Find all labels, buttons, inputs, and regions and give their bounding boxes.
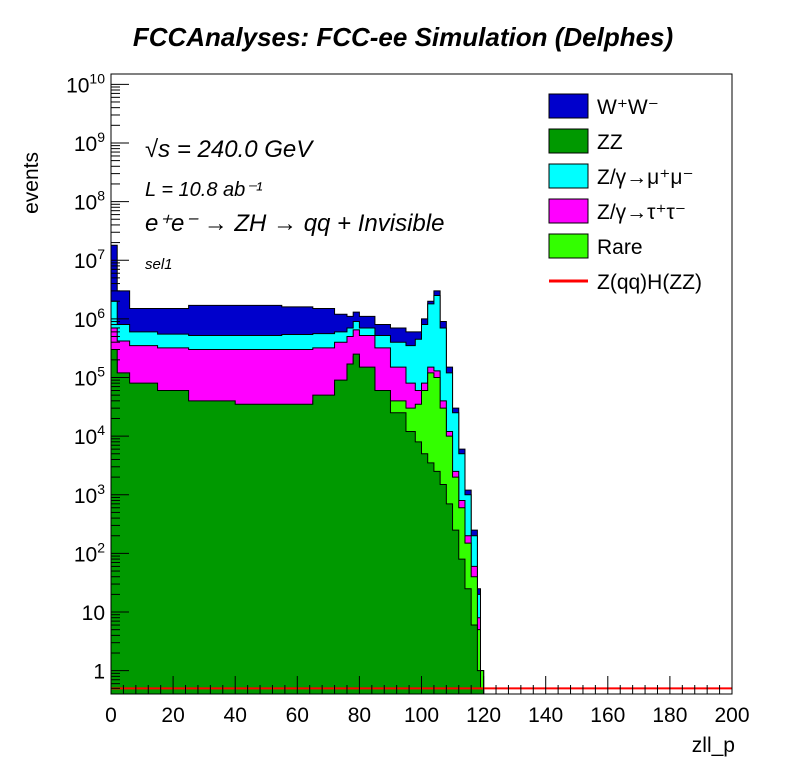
legend-swatch xyxy=(548,128,589,154)
x-tick-label: 100 xyxy=(404,704,439,727)
y-tick-label: 104 xyxy=(74,422,105,449)
x-tick-label: 180 xyxy=(652,704,687,727)
stack-layer xyxy=(110,244,732,695)
y-tick-label: 1 xyxy=(93,661,105,684)
x-tick-label: 160 xyxy=(590,704,625,727)
y-tick-label: 102 xyxy=(74,539,105,566)
annotation-lumi: L = 10.8 ab⁻¹ xyxy=(145,179,263,201)
legend: W⁺W⁻ ZZ Z/γ→μ⁺μ⁻ Z/γ→τ⁺τ⁻ Rare Z(qq)H(ZZ) xyxy=(548,93,702,294)
y-tick-label: 10 xyxy=(82,602,105,625)
x-tick-label: 20 xyxy=(161,704,184,727)
series-area-3 xyxy=(110,349,485,695)
legend-swatch xyxy=(548,93,589,119)
legend-label: W⁺W⁻ xyxy=(597,96,659,119)
legend-label: Z/γ→μ⁺μ⁻ xyxy=(597,166,694,189)
y-tick-label: 103 xyxy=(74,481,105,508)
legend-swatch xyxy=(548,163,589,189)
x-tick-label: 140 xyxy=(528,704,563,727)
x-tick-label: 200 xyxy=(714,704,749,727)
x-tick-label: 40 xyxy=(224,704,247,727)
x-axis: 0 20 40 60 80 100 120 140 160 180 200 xyxy=(105,676,750,727)
y-tick-label: 108 xyxy=(74,188,105,215)
y-tick-label: 105 xyxy=(74,363,105,390)
x-axis-title: zll_p xyxy=(692,734,735,757)
y-axis-title: events xyxy=(20,152,43,214)
legend-label: Z/γ→τ⁺τ⁻ xyxy=(597,201,686,224)
y-tick-label: 106 xyxy=(74,305,105,332)
legend-swatch xyxy=(548,198,589,224)
legend-label: ZZ xyxy=(597,131,623,154)
x-tick-label: 60 xyxy=(286,704,309,727)
y-tick-label: 1010 xyxy=(66,70,105,97)
annotation-sqrt-s: √s = 240.0 GeV xyxy=(145,136,314,163)
x-tick-label: 120 xyxy=(466,704,501,727)
x-tick-label: 80 xyxy=(348,704,371,727)
legend-swatch xyxy=(548,233,589,259)
y-tick-label: 107 xyxy=(74,246,105,273)
y-tick-label: 109 xyxy=(74,129,105,156)
x-tick-label: 0 xyxy=(105,704,117,727)
y-axis: 1 10 102 103 104 105 106 107 108 109 1010 xyxy=(66,70,129,695)
legend-label: Rare xyxy=(597,236,643,259)
chart-title: FCCAnalyses: FCC-ee Simulation (Delphes) xyxy=(133,22,673,52)
annotation-process: e⁺e⁻ → ZH → qq + Invisible xyxy=(145,210,444,237)
annotation-selection: sel1 xyxy=(145,256,173,273)
legend-label: Z(qq)H(ZZ) xyxy=(597,271,702,294)
annotations: √s = 240.0 GeV L = 10.8 ab⁻¹ e⁺e⁻ → ZH →… xyxy=(145,136,444,273)
